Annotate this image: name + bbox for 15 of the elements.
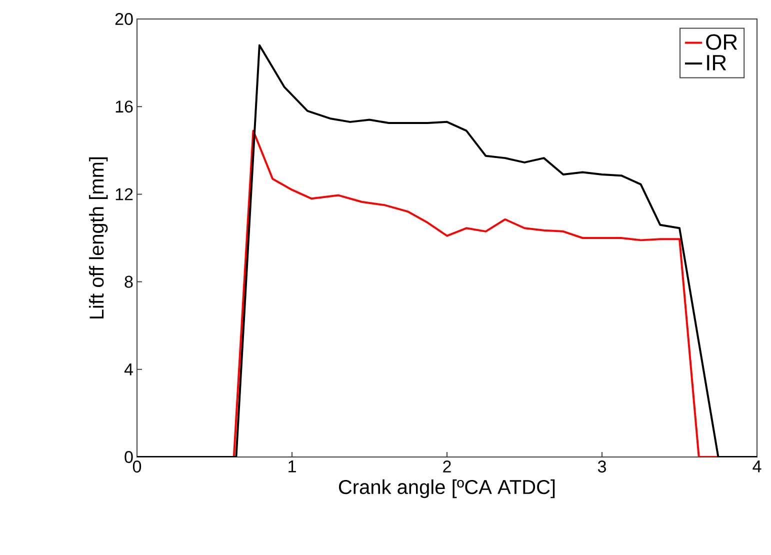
x-tick-label: 0 [132,460,142,473]
y-tick-label: 12 [116,188,133,200]
x-tick-label: 1 [288,460,296,472]
y-axis-title: Lift off length [mm] [89,157,108,318]
legend-label: OR [706,34,738,50]
y-tick-label: 16 [116,100,133,113]
x-tick-label: 4 [752,460,762,472]
y-tick-label: 20 [115,12,133,26]
x-tick-label: 2 [443,460,451,472]
x-tick-label: 3 [598,460,606,473]
legend-label: IR [707,55,726,70]
x-axis-title: Crank angle [ºCA ATDC] [338,479,555,498]
y-tick-label: 0 [124,450,133,464]
y-tick-label: 8 [124,276,133,288]
y-tick-label: 4 [124,364,133,376]
